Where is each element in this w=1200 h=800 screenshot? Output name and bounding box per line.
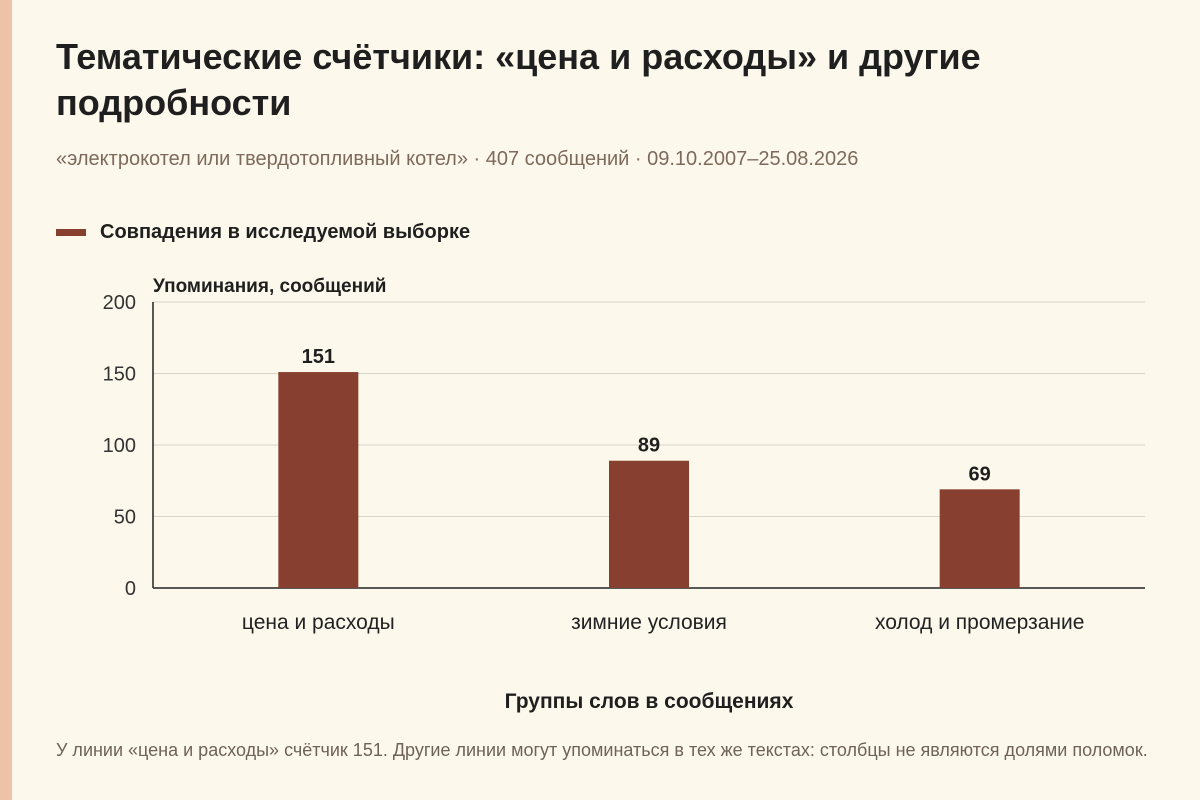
y-tick-label: 0 xyxy=(125,578,136,600)
x-category-label: холод и промерзание xyxy=(875,611,1084,634)
legend-label: Совпадения в исследуемой выборке xyxy=(100,220,471,243)
side-accent-stripe xyxy=(0,0,12,800)
bar-value-label: 69 xyxy=(969,463,991,485)
x-category-label: цена и расходы xyxy=(242,611,395,634)
y-tick-label: 100 xyxy=(103,435,136,457)
chart-legend: Совпадения в исследуемой выборке xyxy=(56,218,470,246)
chart-title: Тематические счётчики: «цена и расходы» … xyxy=(56,36,981,123)
bar-value-label: 89 xyxy=(638,435,660,457)
bar xyxy=(609,460,689,588)
bar xyxy=(939,489,1020,588)
bar-value-label: 151 xyxy=(302,346,335,368)
y-tick-label: 50 xyxy=(114,507,136,529)
x-category-label: зимние условия xyxy=(571,611,727,634)
x-axis-label: Группы слов в сообщениях xyxy=(505,690,794,713)
y-tick-label: 150 xyxy=(103,364,136,386)
y-axis-label: Упоминания, сообщений xyxy=(153,276,386,297)
bar xyxy=(278,372,359,588)
chart-subtitle: «электрокотел или твердотопливный котел»… xyxy=(56,148,859,170)
chart-footnote: У линии «цена и расходы» счётчик 151. Др… xyxy=(56,740,1148,760)
legend-swatch xyxy=(56,228,86,236)
y-tick-label: 200 xyxy=(103,292,136,314)
